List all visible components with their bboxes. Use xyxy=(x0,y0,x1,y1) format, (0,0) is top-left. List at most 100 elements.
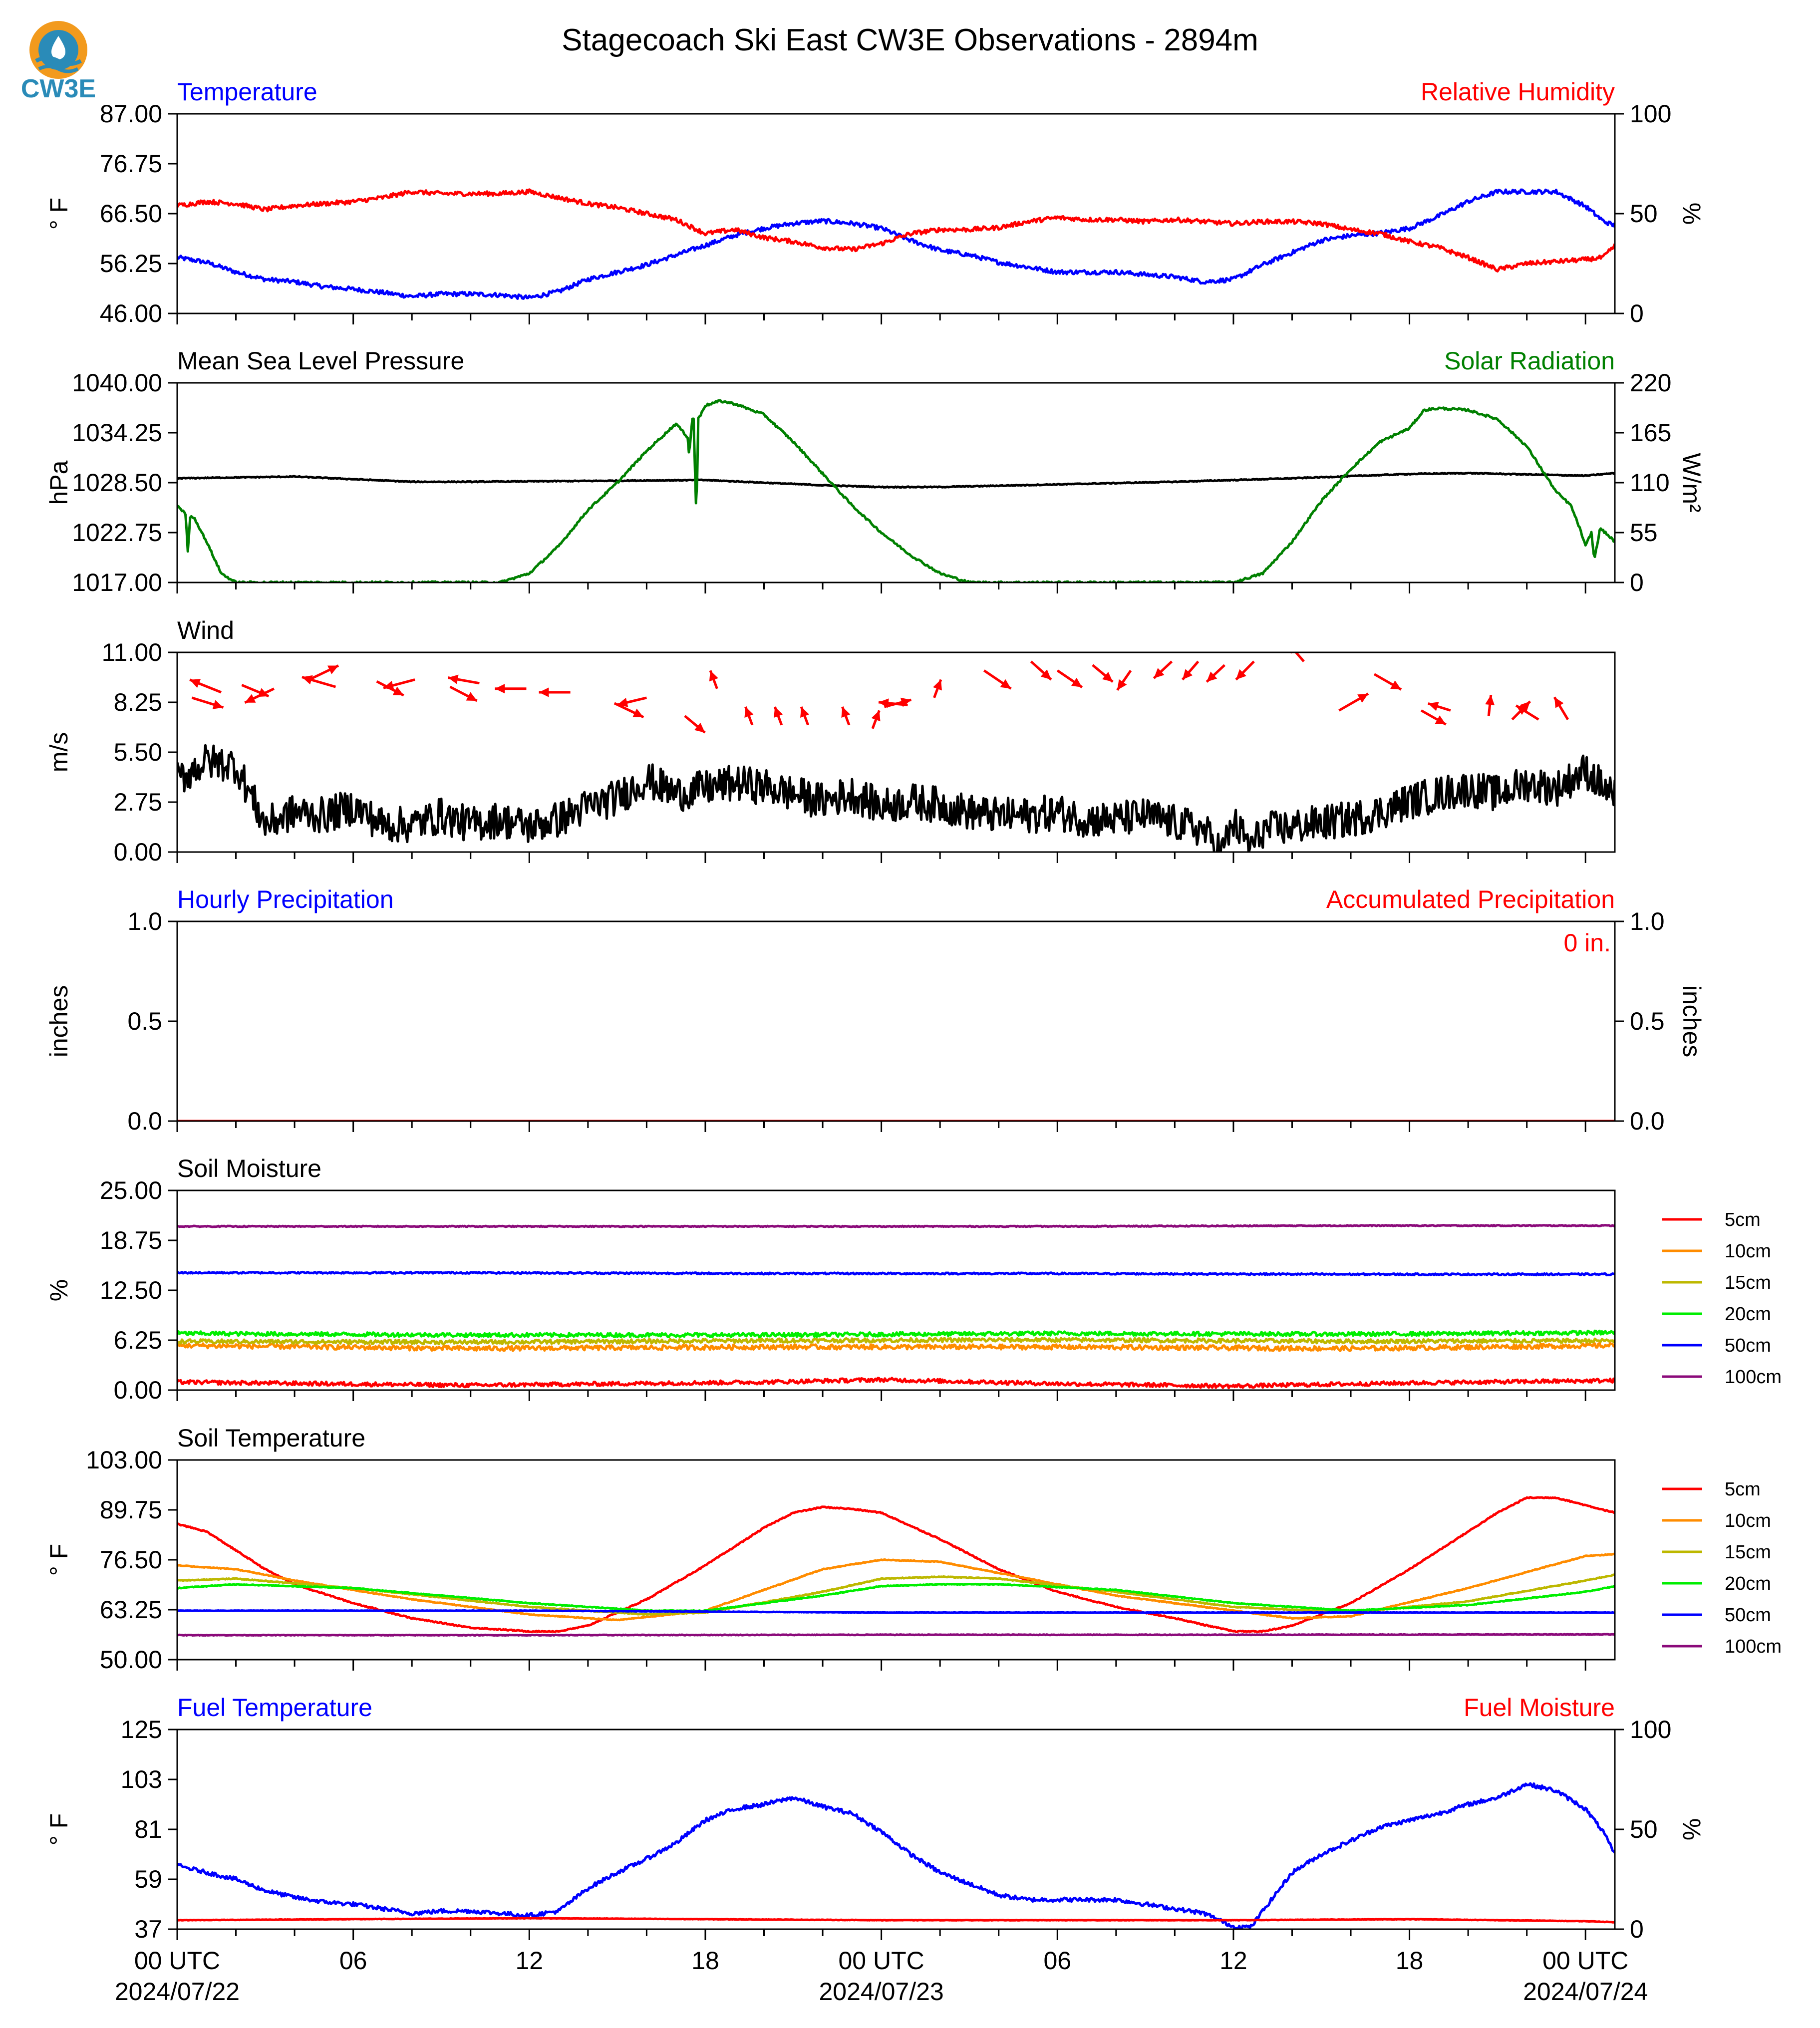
panels: 46.00 56.25 66.50 76.75 87.00 0 50 100 Temperatu… xyxy=(45,78,1782,2006)
y-tick-right-label: 1.0 xyxy=(1630,907,1665,935)
x-date-label: 2024/07/24 xyxy=(1523,1978,1648,2006)
y-tick-label: 1034.25 xyxy=(72,419,162,447)
series-10cm-line xyxy=(177,1342,1615,1352)
x-date-label: 2024/07/22 xyxy=(115,1978,240,2006)
y-tick-label: 0.0 xyxy=(127,1107,162,1135)
legend-label: 5cm xyxy=(1725,1479,1761,1500)
x-tick-label: 06 xyxy=(339,1947,367,1975)
panel-soil_moisture: 0.00 6.25 12.50 18.75 25.00 Soil Moisture% 5cm… xyxy=(45,1155,1782,1404)
wind-arrow-head xyxy=(190,679,201,688)
y-tick-label: 12.50 xyxy=(100,1276,162,1304)
y-tick-label: 76.75 xyxy=(100,150,162,178)
wind-arrow-head xyxy=(448,674,459,684)
series-group xyxy=(177,1223,1615,1390)
legend-label: 5cm xyxy=(1725,1209,1761,1230)
series-5cm-line xyxy=(177,1377,1615,1390)
wind-arrow-head xyxy=(1516,705,1527,715)
wind-arrow-head xyxy=(1207,671,1217,682)
y-tick-right-label: 0.5 xyxy=(1630,1007,1665,1035)
wind-arrow-head xyxy=(392,686,404,696)
y-tick-right-label: 55 xyxy=(1630,519,1658,547)
y-tick-right-label: 50 xyxy=(1630,1815,1658,1843)
panel-title-left: Fuel Temperature xyxy=(177,1694,372,1722)
wind-arrow-head xyxy=(1357,693,1369,703)
y-tick-right-label: 100 xyxy=(1630,100,1671,128)
y-tick-label: 1040.00 xyxy=(72,369,162,397)
series-50cm-line xyxy=(177,1609,1615,1614)
y-axis-label-right: % xyxy=(1678,1818,1706,1840)
wind-arrow-head xyxy=(632,708,644,717)
figure-title: Stagecoach Ski East CW3E Observations - … xyxy=(562,23,1258,57)
wind-arrow-head xyxy=(1236,669,1246,680)
y-tick-label: 59 xyxy=(134,1865,162,1893)
wind-arrow-head xyxy=(694,722,705,733)
wind-arrow-head xyxy=(1117,679,1127,690)
y-tick-label: 66.50 xyxy=(100,200,162,228)
y-axis-label: hPa xyxy=(45,460,73,505)
cw3e-logo: CW3E xyxy=(21,21,96,103)
wind-arrow-head xyxy=(1485,695,1495,705)
x-tick-label: 12 xyxy=(1219,1947,1247,1975)
wind-arrow-head xyxy=(327,665,338,674)
series-0-line xyxy=(177,471,1615,489)
panel-title-right: Relative Humidity xyxy=(1421,78,1615,106)
wind-arrow-head xyxy=(1040,669,1051,680)
y-tick-label: 5.50 xyxy=(114,738,162,766)
x-tick-label: 12 xyxy=(515,1947,543,1975)
series-50cm-line xyxy=(177,1270,1615,1277)
series-group xyxy=(177,399,1615,582)
panel-temp_rh: 46.00 56.25 66.50 76.75 87.00 0 50 100 Temperatu… xyxy=(45,78,1706,327)
wind-arrow-head xyxy=(302,675,313,685)
wind-arrow-head xyxy=(1102,672,1113,682)
wind-arrow-head xyxy=(1390,680,1402,690)
series-20cm-line xyxy=(177,1329,1615,1339)
y-tick-right-label: 0 xyxy=(1630,1915,1644,1943)
wind-arrow-head xyxy=(1000,679,1011,689)
y-tick-label: 50.00 xyxy=(100,1646,162,1674)
y-tick-right-label: 110 xyxy=(1630,469,1670,497)
y-tick-label: 2.75 xyxy=(114,788,162,816)
y-axis-label: % xyxy=(45,1279,73,1301)
legend-label: 15cm xyxy=(1725,1272,1771,1293)
wind-arrow-head xyxy=(709,670,718,682)
y-tick-label: 37 xyxy=(134,1915,162,1943)
y-tick-label: 1.0 xyxy=(127,907,162,935)
wind-arrow-head xyxy=(539,687,549,697)
x-tick-label: 18 xyxy=(691,1947,719,1975)
series-100cm-line xyxy=(177,1633,1615,1637)
y-tick-label: 1017.00 xyxy=(72,569,162,596)
panel-fuel: 37 59 81 103 125 0 50 100 Fuel Temperature Fuel M… xyxy=(45,1694,1706,2006)
y-axis-label: ° F xyxy=(45,198,73,230)
wind-arrow-head xyxy=(495,684,505,694)
wind-arrow-head xyxy=(800,707,810,718)
wind-arrow-head xyxy=(466,692,477,701)
panel-soil_temp: 50.00 63.25 76.50 89.75 103.00 Soil Temperatu… xyxy=(45,1424,1782,1674)
series-group xyxy=(177,652,1615,852)
y-tick-label: 89.75 xyxy=(100,1496,162,1524)
y-tick-right-label: 0 xyxy=(1630,569,1644,596)
y-tick-label: 0.00 xyxy=(114,838,162,866)
wind-arrow-head xyxy=(617,697,628,707)
x-date-label: 2024/07/23 xyxy=(819,1978,943,2006)
legend-label: 100cm xyxy=(1725,1636,1782,1657)
panel-title-left: Soil Moisture xyxy=(177,1155,321,1182)
wind-arrow-head xyxy=(1071,677,1082,687)
wind-arrow-head xyxy=(212,700,224,709)
y-tick-label: 25.00 xyxy=(100,1176,162,1204)
x-tick-label: 00 UTC xyxy=(1542,1947,1628,1975)
legend-label: 20cm xyxy=(1725,1304,1771,1325)
y-tick-label: 125 xyxy=(121,1716,162,1743)
y-tick-right-label: 100 xyxy=(1630,1716,1671,1743)
legend-label: 10cm xyxy=(1725,1241,1771,1262)
panel-wind: 0.00 2.75 5.50 8.25 11.00 Wind m/s xyxy=(45,616,1616,866)
panel-title-right: Accumulated Precipitation xyxy=(1326,885,1615,913)
wind-arrow-head xyxy=(1428,702,1439,711)
y-axis-label-right: inches xyxy=(1678,985,1706,1058)
x-tick-label: 18 xyxy=(1396,1947,1424,1975)
series-1-line xyxy=(177,188,1615,273)
y-tick-right-label: 165 xyxy=(1630,419,1671,447)
legend-label: 50cm xyxy=(1725,1605,1771,1626)
series-0-line xyxy=(177,744,1615,852)
wind-arrow xyxy=(1294,652,1305,662)
y-tick-label: 8.25 xyxy=(114,688,162,716)
